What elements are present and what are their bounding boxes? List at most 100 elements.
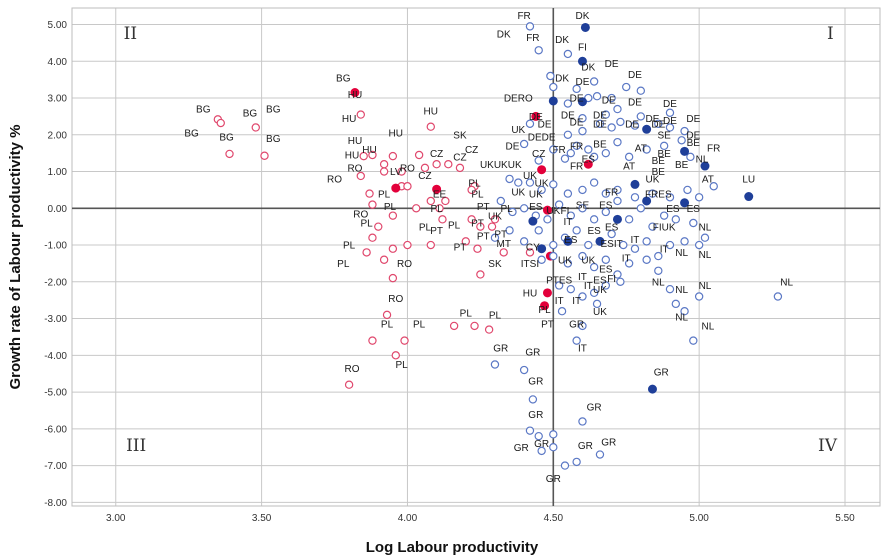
point-label: DE: [646, 114, 660, 125]
point-label: BE: [593, 140, 607, 151]
point-label: IT: [660, 244, 669, 255]
point-label: BG: [243, 108, 258, 119]
point-label: BE: [675, 160, 689, 171]
data-point: [435, 204, 444, 213]
x-tick-label: 5.50: [835, 513, 855, 524]
data-point: [622, 82, 631, 92]
point-label: PL: [431, 204, 444, 215]
point-label: GR: [654, 368, 669, 379]
data-point: [601, 189, 611, 198]
data-point: [546, 71, 555, 81]
data-point: [613, 196, 622, 206]
data-point: [642, 124, 652, 134]
y-tick-label: 0.00: [48, 204, 68, 215]
y-tick-label: 3.00: [48, 94, 68, 105]
point-label: IT: [555, 296, 564, 307]
point-label: AT: [702, 175, 714, 186]
data-point: [400, 336, 409, 345]
data-point: [636, 86, 646, 95]
data-point: [549, 430, 558, 439]
data-point: [490, 233, 500, 242]
point-label: NL: [675, 248, 688, 259]
point-label: BE: [652, 156, 666, 167]
point-label: UK: [593, 285, 607, 296]
data-point: [388, 151, 398, 161]
data-point: [647, 384, 657, 394]
point-label: ES: [605, 222, 619, 233]
data-point: [630, 179, 640, 189]
data-point: [665, 108, 675, 117]
y-tick-label: -6.00: [44, 424, 67, 435]
point-label: FI: [578, 42, 587, 53]
point-label: UK: [581, 255, 595, 266]
data-point: [525, 248, 535, 257]
data-point: [426, 240, 435, 250]
data-point: [636, 204, 646, 213]
data-point: [560, 154, 570, 163]
data-point: [709, 182, 718, 191]
data-point: [531, 111, 541, 121]
point-label: ES: [529, 202, 543, 213]
data-point: [624, 259, 634, 268]
data-point: [542, 288, 552, 298]
data-point: [549, 145, 558, 154]
point-label: GR: [514, 443, 529, 454]
point-label: RO: [397, 259, 412, 270]
data-point: [648, 189, 657, 198]
data-point: [412, 204, 421, 213]
point-label: NL: [780, 277, 793, 288]
point-label: DE: [663, 116, 677, 127]
y-tick-label: -5.00: [44, 388, 67, 399]
data-point: [548, 96, 558, 106]
point-label: SE: [576, 200, 590, 211]
y-tick-label: -8.00: [44, 498, 67, 509]
data-point: [438, 215, 447, 224]
point-label: DE: [570, 94, 584, 105]
data-point: [534, 156, 543, 165]
data-point: [563, 236, 573, 246]
data-point: [525, 178, 535, 187]
data-point: [592, 92, 602, 101]
y-tick-label: -2.00: [44, 277, 67, 288]
quadrant-label: IV: [818, 436, 838, 456]
point-label: PL: [538, 305, 551, 316]
point-label: NL: [696, 154, 709, 165]
data-point: [680, 198, 690, 208]
data-point: [578, 204, 587, 213]
x-tick-label: 3.00: [106, 513, 126, 524]
point-label: ESIT: [601, 239, 623, 250]
point-label: IT: [631, 235, 640, 246]
point-label: UK: [558, 255, 572, 266]
point-label: SK: [488, 259, 502, 270]
data-point: [563, 189, 573, 198]
data-point: [624, 152, 634, 162]
data-point: [589, 262, 599, 272]
point-label: UK: [546, 206, 560, 217]
point-label: UK: [529, 189, 543, 200]
data-point: [613, 104, 622, 114]
data-point: [589, 215, 599, 224]
data-point: [534, 431, 543, 441]
point-label: BG: [219, 132, 234, 143]
point-label: DE: [506, 141, 520, 152]
data-point: [391, 183, 401, 193]
data-point: [630, 193, 640, 202]
point-label: CZ: [430, 149, 443, 160]
point-label: LU: [742, 175, 755, 186]
point-label: IT: [578, 344, 587, 355]
data-point: [694, 292, 704, 301]
data-point: [563, 99, 573, 108]
point-label: RO: [345, 364, 360, 375]
point-label: ES: [666, 204, 680, 215]
point-label: BG: [184, 129, 199, 140]
data-point: [595, 119, 605, 128]
data-point: [540, 301, 550, 311]
data-point: [613, 270, 622, 279]
data-point: [534, 46, 543, 55]
data-point: [549, 180, 558, 189]
data-point: [441, 196, 450, 206]
data-point: [580, 22, 590, 32]
data-point: [260, 151, 269, 160]
data-point: [476, 270, 485, 279]
plot-frame: [71, 7, 881, 507]
